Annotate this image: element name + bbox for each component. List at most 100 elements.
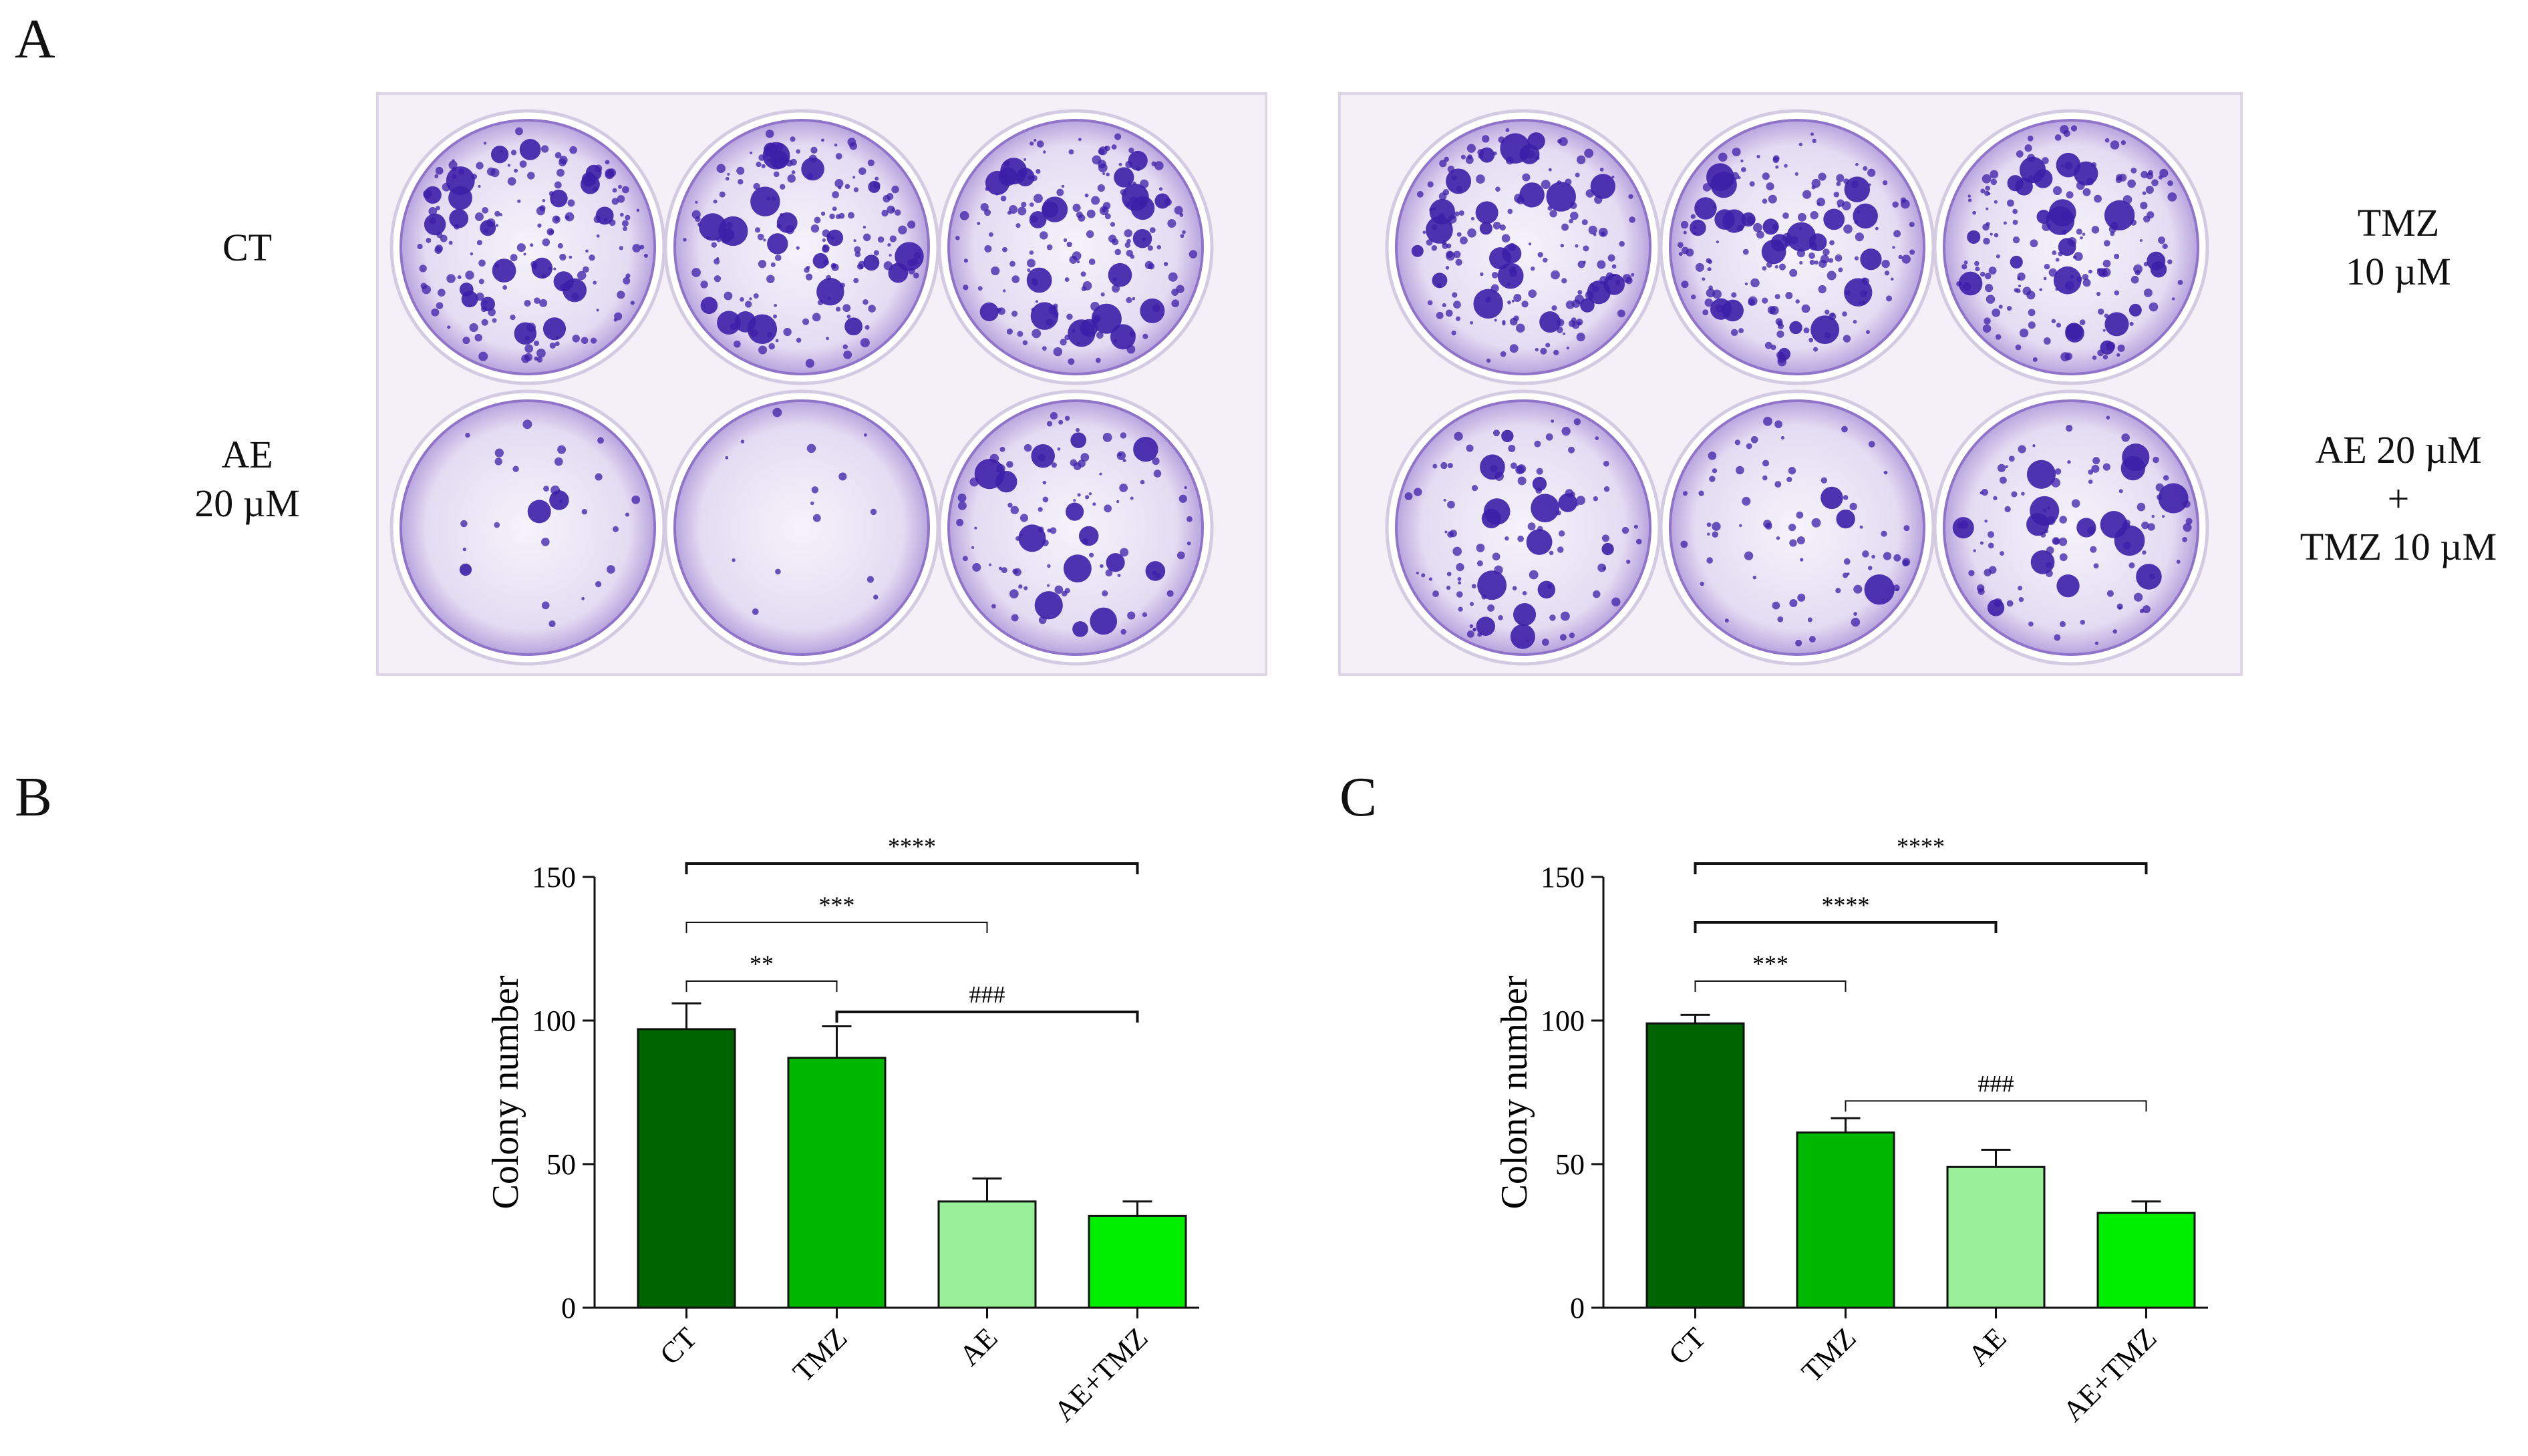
colony-dot [1739,524,1742,528]
colony-dot [1809,259,1815,265]
colony-dot [474,333,482,342]
colony-dot [417,244,423,250]
colony-dot [853,278,859,284]
colony-dot [775,568,781,575]
colony-dot [478,351,488,361]
significance-bracket [1694,862,2148,874]
colony-dot [2048,199,2076,226]
colony-dot [979,302,999,321]
colony-dot [2130,275,2139,284]
colony-dot [1990,178,1998,186]
colony-dot [1583,245,1589,252]
colony-dot [2147,211,2155,219]
colony-dot [758,345,768,355]
colony-dot [2114,525,2145,556]
colony-dot [569,255,573,259]
colony-dot [955,236,960,240]
colony-dot [476,162,484,170]
colony-dot [1984,317,1991,325]
label-tmz-line2: 10 µM [2346,249,2451,293]
colony-dot [889,235,897,242]
y-tick-label: 0 [1570,1292,1585,1324]
colony-dot [1963,260,1968,264]
colony-dot [1061,184,1065,188]
colony-dot [1047,564,1051,568]
colony-dot [1130,496,1134,500]
colony-dot [1558,493,1577,512]
colony-dot [1495,186,1500,192]
colony-dot [1795,639,1802,647]
colony-dot [1505,128,1510,132]
colony-dot [1050,411,1058,420]
colony-dot [1732,148,1741,157]
colony-dot [2039,288,2043,292]
colony-dot [639,244,645,250]
colony-dot [1182,230,1186,234]
colony-dot [1444,156,1449,162]
colony-dot [1993,496,1998,500]
colony-dot [2102,355,2108,360]
colony-dot [1492,429,1500,437]
colony-dot [2104,138,2110,143]
colony-dot [894,209,901,216]
colony-dot [1782,212,1789,219]
colony-dot [436,302,444,309]
colony-dot [977,286,983,291]
colony-dot [2104,312,2129,337]
colony-dot [426,237,432,243]
colony-dot [1443,498,1446,502]
colony-dot [1458,210,1464,216]
colony-dot [758,260,767,268]
colony-dot [1981,488,1989,496]
colony-dot [1633,524,1638,529]
colony-dot [1099,472,1102,476]
colony-dot [554,216,560,222]
colony-dot [1174,206,1183,215]
colony-dot [449,208,469,228]
colony-dot [1987,599,2005,616]
colony-dot [858,167,866,175]
colony-dot [1511,462,1517,470]
colony-dot [722,228,735,241]
well [673,119,930,375]
colony-dot [1563,332,1566,335]
colony-dot [1501,234,1511,243]
colony-dot [1750,278,1760,288]
colony-dot [1112,238,1119,246]
colony-dot [1154,161,1164,170]
colony-dot [1512,586,1517,591]
colony-dot [1516,323,1525,333]
colony-dot [1132,297,1136,301]
colony-dot [548,620,556,628]
label-combo-line3: TMZ 10 µM [2300,525,2497,568]
label-ae-line1: AE [221,433,273,476]
colony-dot [1843,558,1851,565]
colony-dot [1811,178,1821,188]
colony-dot [834,178,844,188]
colony-dot [1108,262,1132,287]
colony-dot [1577,290,1583,295]
colony-dot [1124,229,1132,238]
colony-dot [810,146,818,154]
colony-dot [1811,518,1821,528]
colony-dot [1036,140,1044,148]
colony-dot [2114,253,2120,260]
colony-dot [1069,255,1078,264]
colony-dot [1427,181,1434,188]
colony-dot [1460,154,1466,160]
colony-dot [623,277,631,285]
colony-dot [1128,147,1134,154]
colony-dot [1975,266,1980,272]
colony-dot [1768,194,1777,204]
label-combo-line2: + [2387,476,2410,520]
colony-dot [523,252,526,256]
colony-dot [1762,218,1779,235]
colony-dot [1054,585,1064,594]
colony-dot [470,252,474,256]
colony-dot [907,220,916,229]
colony-dot [1018,584,1023,589]
colony-dot [492,258,516,283]
colony-dot [1500,133,1531,164]
colony-dot [1432,272,1448,289]
colony-dot [1761,239,1786,264]
